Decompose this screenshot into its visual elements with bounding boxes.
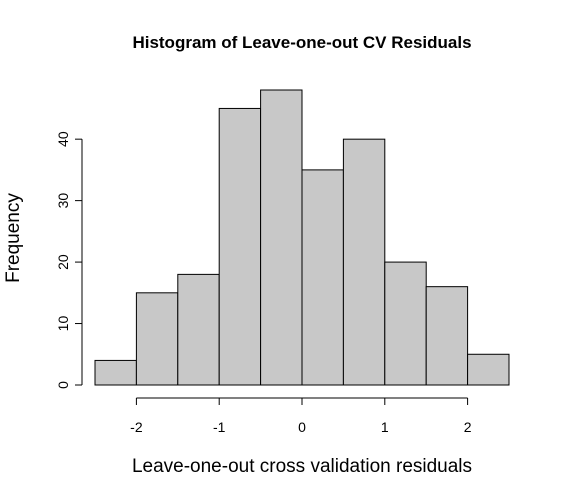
histogram-bar [135,292,179,386]
x-tick-label: 1 [381,419,389,435]
x-tick-label: -1 [213,419,226,435]
y-tick-label: 30 [55,193,71,209]
y-tick-label: 0 [55,381,71,389]
histogram-bar [218,107,262,386]
x-axis-label: Leave-one-out cross validation residuals [132,456,472,477]
x-tick-label: 0 [298,419,306,435]
y-axis-label: Frequency [3,193,24,283]
histogram-bar [260,89,303,386]
x-tick-label: 2 [464,419,472,435]
histogram-bar [467,353,510,386]
histogram-bar [384,261,427,386]
x-tick-label: -2 [130,419,143,435]
y-tick-label: 10 [55,316,71,332]
y-tick-label: 40 [55,131,71,147]
y-axis: 0 10 20 30 40 [55,131,83,389]
histogram-bar [342,138,386,386]
chart-title: Histogram of Leave-one-out CV Residuals [132,33,471,52]
histogram-bar [425,286,469,386]
histogram-bar [301,169,344,386]
bars-group [94,89,510,386]
histogram-bar [94,359,137,386]
x-axis: -2 -1 0 1 2 [130,397,472,435]
histogram-bar [177,273,220,386]
y-tick-label: 20 [55,254,71,270]
